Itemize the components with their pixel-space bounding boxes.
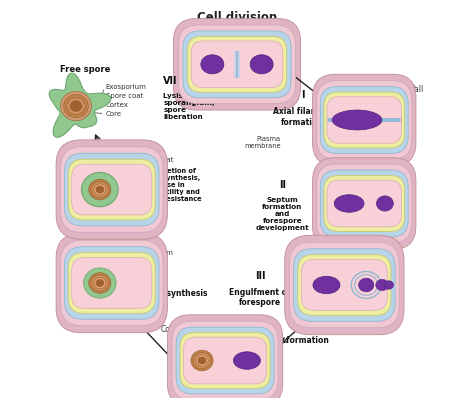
Text: Axial filament
formation: Axial filament formation — [273, 107, 333, 126]
FancyBboxPatch shape — [64, 247, 159, 319]
FancyBboxPatch shape — [324, 92, 404, 148]
Text: Coat synthesis: Coat synthesis — [144, 289, 207, 298]
Ellipse shape — [89, 273, 111, 293]
FancyBboxPatch shape — [290, 242, 399, 328]
Text: Engulfment of
forespore: Engulfment of forespore — [229, 288, 291, 307]
FancyBboxPatch shape — [320, 87, 408, 153]
FancyBboxPatch shape — [176, 327, 274, 394]
FancyBboxPatch shape — [320, 170, 408, 237]
Text: I: I — [301, 90, 304, 100]
FancyBboxPatch shape — [312, 74, 416, 166]
Ellipse shape — [384, 280, 394, 289]
Ellipse shape — [82, 172, 118, 207]
FancyBboxPatch shape — [317, 81, 412, 159]
Ellipse shape — [191, 350, 213, 371]
Text: VII: VII — [164, 76, 178, 86]
FancyBboxPatch shape — [183, 31, 291, 98]
Ellipse shape — [94, 277, 106, 289]
Text: Spore coat: Spore coat — [106, 93, 143, 99]
Text: Septum
formation
and
forespore
development: Septum formation and forespore developme… — [255, 197, 309, 231]
Ellipse shape — [64, 95, 88, 118]
FancyBboxPatch shape — [167, 315, 283, 399]
FancyBboxPatch shape — [298, 255, 391, 315]
FancyBboxPatch shape — [61, 240, 163, 326]
Text: Plasma
membrane: Plasma membrane — [244, 136, 281, 149]
Text: V: V — [144, 279, 151, 289]
Ellipse shape — [376, 279, 389, 291]
FancyBboxPatch shape — [327, 97, 401, 143]
Ellipse shape — [94, 184, 106, 196]
Text: Exosporium: Exosporium — [106, 84, 146, 91]
Text: Cortex: Cortex — [161, 325, 186, 334]
FancyBboxPatch shape — [312, 158, 416, 249]
Text: III: III — [255, 271, 265, 281]
Ellipse shape — [91, 275, 109, 291]
Ellipse shape — [67, 98, 85, 115]
FancyBboxPatch shape — [324, 176, 404, 231]
FancyBboxPatch shape — [64, 153, 159, 226]
FancyBboxPatch shape — [294, 249, 395, 321]
FancyBboxPatch shape — [68, 159, 155, 220]
FancyBboxPatch shape — [72, 164, 152, 215]
Ellipse shape — [376, 196, 393, 211]
Ellipse shape — [96, 186, 104, 193]
FancyBboxPatch shape — [191, 41, 283, 88]
Ellipse shape — [334, 195, 364, 212]
Ellipse shape — [89, 179, 111, 200]
Ellipse shape — [233, 352, 260, 369]
Ellipse shape — [83, 268, 116, 298]
Text: Core: Core — [106, 111, 122, 117]
FancyBboxPatch shape — [180, 333, 270, 388]
FancyBboxPatch shape — [61, 147, 163, 232]
Text: Wall: Wall — [408, 85, 424, 94]
Text: II: II — [279, 180, 286, 190]
Ellipse shape — [193, 352, 211, 369]
Ellipse shape — [250, 55, 273, 74]
Text: Completion of
coat synthesis,
increase in
refractility and
heat resistance: Completion of coat synthesis, increase i… — [144, 168, 201, 202]
Ellipse shape — [332, 110, 382, 130]
FancyBboxPatch shape — [68, 253, 155, 313]
Ellipse shape — [201, 55, 224, 74]
Text: Cortex formation: Cortex formation — [255, 336, 329, 345]
Polygon shape — [49, 73, 111, 137]
Text: VI: VI — [144, 152, 155, 162]
FancyBboxPatch shape — [285, 235, 404, 335]
Ellipse shape — [355, 275, 378, 295]
Ellipse shape — [61, 91, 91, 121]
FancyBboxPatch shape — [179, 25, 295, 104]
Text: IV: IV — [255, 326, 266, 336]
Text: Cortex: Cortex — [106, 102, 128, 108]
FancyBboxPatch shape — [172, 321, 278, 399]
Ellipse shape — [96, 279, 104, 286]
FancyBboxPatch shape — [72, 258, 152, 308]
Text: Spore coat: Spore coat — [137, 157, 174, 163]
Text: Lysis of
sporangium,
spore
liberation: Lysis of sporangium, spore liberation — [164, 93, 215, 120]
Ellipse shape — [359, 278, 374, 292]
Ellipse shape — [91, 182, 109, 198]
Text: Cell division: Cell division — [197, 11, 277, 24]
Text: DNA: DNA — [322, 139, 338, 145]
Text: Exosporium: Exosporium — [132, 250, 173, 256]
Text: Free spore: Free spore — [60, 65, 110, 74]
FancyBboxPatch shape — [183, 337, 266, 384]
FancyBboxPatch shape — [187, 36, 287, 92]
FancyBboxPatch shape — [317, 164, 412, 243]
FancyBboxPatch shape — [173, 19, 301, 110]
FancyBboxPatch shape — [56, 140, 167, 239]
Ellipse shape — [313, 276, 340, 294]
FancyBboxPatch shape — [56, 233, 167, 333]
Ellipse shape — [70, 101, 82, 111]
FancyBboxPatch shape — [301, 260, 387, 310]
FancyBboxPatch shape — [327, 180, 401, 227]
Ellipse shape — [198, 357, 206, 364]
Ellipse shape — [196, 355, 208, 366]
